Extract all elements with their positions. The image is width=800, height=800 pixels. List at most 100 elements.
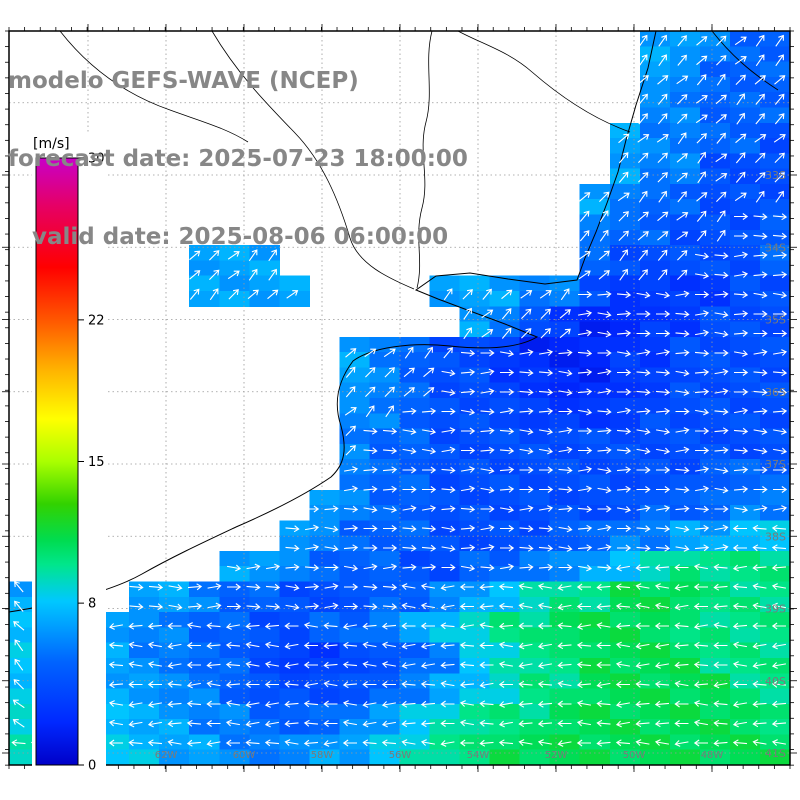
wind-arrow <box>420 642 435 650</box>
wind-arrow <box>305 544 320 551</box>
wind-cell <box>144 642 160 659</box>
wind-cell <box>775 581 791 598</box>
wind-arrow <box>735 74 746 85</box>
wind-cell <box>744 138 761 154</box>
wind-arrow <box>460 349 476 357</box>
wind-arrow <box>459 700 474 707</box>
wind-arrow <box>558 369 573 377</box>
wind-arrow <box>616 291 632 299</box>
wind-arrow <box>576 700 591 707</box>
wind-arrow <box>693 623 708 630</box>
wind-cell <box>579 627 596 644</box>
wind-arrow <box>677 94 688 105</box>
wind-cell <box>354 688 370 705</box>
wind-cell <box>429 275 446 292</box>
lat-label: 37S <box>765 458 786 471</box>
wind-arrow <box>656 291 671 299</box>
wind-cell <box>519 413 536 430</box>
wind-arrow <box>381 739 397 747</box>
wind-cell <box>564 734 581 751</box>
wind-cell <box>639 428 656 445</box>
wind-cell <box>309 612 325 628</box>
wind-cell <box>594 382 611 399</box>
wind-cell <box>699 260 716 277</box>
wind-cell <box>684 92 701 109</box>
wind-arrow <box>596 700 611 708</box>
wind-cell <box>609 443 626 460</box>
wind-cell <box>279 673 295 690</box>
wind-arrow <box>733 427 749 435</box>
wind-cell <box>699 627 716 644</box>
wind-cell <box>324 627 340 644</box>
wind-arrow <box>227 564 242 572</box>
wind-cell <box>414 581 431 598</box>
wind-cell <box>474 336 491 353</box>
wind-arrow <box>635 720 650 728</box>
wind-cell <box>714 336 731 353</box>
wind-cell <box>519 367 536 384</box>
wind-cell <box>414 688 431 705</box>
wind-cell <box>744 474 761 491</box>
wind-cell <box>775 153 791 170</box>
wind-cell <box>699 550 716 567</box>
wind-cell <box>129 596 145 613</box>
wind-cell <box>639 398 656 414</box>
wind-cell <box>459 581 476 598</box>
wind-cell <box>594 489 611 506</box>
wind-cell <box>594 275 611 292</box>
wind-arrow <box>753 291 768 299</box>
wind-cell <box>174 673 190 690</box>
wind-arrow <box>558 349 573 357</box>
wind-cell <box>714 245 731 261</box>
wind-cell <box>699 153 716 170</box>
wind-cell <box>760 199 776 216</box>
wind-arrow <box>693 563 708 571</box>
wind-cell <box>399 398 416 414</box>
wind-arrow <box>774 152 785 163</box>
wind-arrow <box>344 407 357 416</box>
wind-cell <box>609 688 626 705</box>
wind-arrow <box>206 680 221 688</box>
wind-cell <box>234 291 250 307</box>
wind-arrow <box>615 701 630 708</box>
lat-label: 41S <box>765 747 786 760</box>
wind-arrow <box>713 622 728 629</box>
wind-cell <box>429 535 446 552</box>
wind-cell <box>775 382 791 399</box>
wind-arrow <box>578 251 591 260</box>
wind-arrow <box>128 622 143 630</box>
wind-cell <box>669 336 686 353</box>
wind-cell <box>624 688 641 705</box>
wind-arrow <box>284 739 299 746</box>
wind-arrow <box>227 603 242 610</box>
wind-cell <box>504 627 521 644</box>
wind-cell <box>744 734 761 751</box>
wind-cell <box>369 550 386 567</box>
wind-arrow <box>713 719 728 727</box>
wind-arrow <box>558 545 573 552</box>
wind-arrow <box>266 563 281 571</box>
wind-cell <box>669 658 686 674</box>
wind-cell <box>594 581 611 598</box>
wind-cell <box>459 673 476 690</box>
wind-cell <box>609 199 626 216</box>
wind-cell <box>324 749 340 766</box>
wind-cell <box>760 505 776 521</box>
wind-cell <box>474 627 491 644</box>
wind-arrow <box>422 505 437 512</box>
wind-arrow <box>657 93 668 105</box>
wind-cell <box>444 627 461 644</box>
wind-cell <box>429 612 446 628</box>
wind-cell <box>204 612 220 628</box>
wind-cell <box>760 474 776 491</box>
wind-cell <box>534 398 551 414</box>
wind-cell <box>519 336 536 353</box>
wind-cell <box>744 505 761 521</box>
colorbar-tick-label: 22 <box>88 313 105 328</box>
wind-cell <box>594 398 611 414</box>
wind-cell <box>579 673 596 690</box>
wind-cell <box>639 260 656 277</box>
wind-cell <box>219 566 235 583</box>
wind-cell <box>324 688 340 705</box>
wind-cell <box>624 168 641 185</box>
